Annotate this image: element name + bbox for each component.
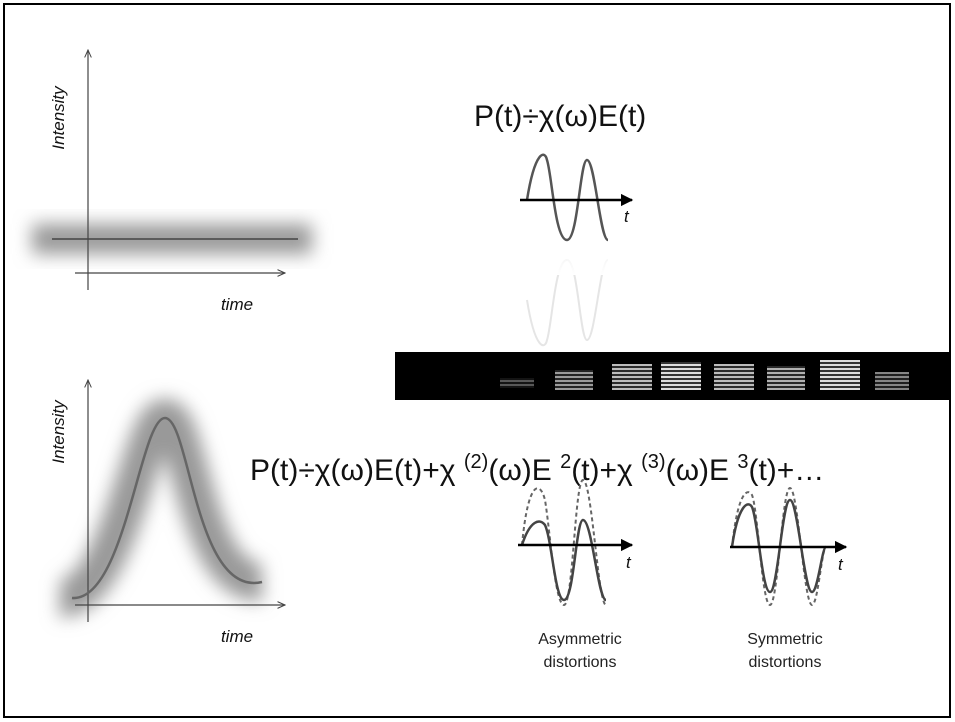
- caption: distortions: [749, 654, 822, 671]
- wave-icon: t Asymmetric distortions: [518, 478, 634, 671]
- equation-part: (t)+…: [748, 454, 824, 487]
- equation-part: (2): [464, 451, 488, 473]
- nonlinear-equation: P(t)÷χ(ω)E(t)+χ (2)(ω)E 2(t)+χ (3)(ω)E 3…: [250, 451, 824, 487]
- axis-label: t: [838, 555, 844, 574]
- wave-icon: t Symmetric distortions: [730, 486, 848, 671]
- equation-part: P(t)÷χ(ω)E(t)+χ: [250, 454, 464, 487]
- bottom-plot: Intensity time: [49, 380, 285, 646]
- x-label: time: [221, 295, 253, 314]
- equation-part: (ω)E: [666, 454, 738, 487]
- linear-equation: P(t)÷χ(ω)E(t): [474, 100, 646, 133]
- spectrum: [395, 352, 951, 400]
- equation-part: (t)+χ: [571, 454, 641, 487]
- x-label: time: [221, 627, 253, 646]
- pulse: [71, 416, 263, 600]
- caption: Symmetric: [747, 631, 823, 648]
- axis-label: t: [626, 553, 632, 572]
- y-label: Intensity: [49, 399, 68, 464]
- equation-part: 3: [737, 451, 748, 473]
- y-label: Intensity: [49, 85, 68, 150]
- top-plot: Intensity time: [32, 50, 312, 314]
- caption: distortions: [544, 654, 617, 671]
- wave-icon: t: [515, 153, 645, 347]
- equation-part: (ω)E: [488, 454, 560, 487]
- equation-part: (3): [641, 451, 665, 473]
- glow: [57, 398, 264, 617]
- caption: Asymmetric: [538, 631, 622, 648]
- equation-part: 2: [560, 451, 571, 473]
- axis-label: t: [624, 207, 630, 226]
